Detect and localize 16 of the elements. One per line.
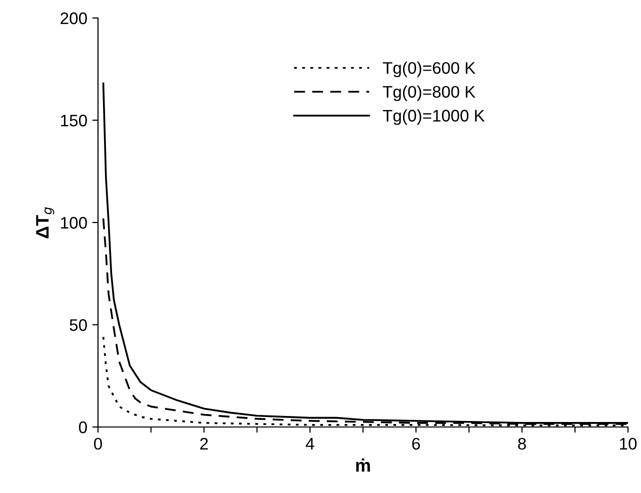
x-tick-label: 8 [518, 438, 526, 450]
x-tick-label: 4 [306, 438, 314, 450]
x-tick-label: 2 [200, 438, 208, 450]
x-tick-label: 10 [620, 438, 637, 450]
x-axis-title: ṁ [356, 458, 370, 472]
x-tick-label: 0 [94, 438, 102, 450]
x-tick-label: 6 [412, 438, 420, 450]
legend-label: Tg(0)=1000 K [382, 109, 485, 125]
y-tick-label: 50 [70, 319, 87, 331]
y-tick-label: 200 [60, 12, 87, 24]
y-tick-label: 150 [61, 114, 87, 126]
legend-label: Tg(0)=600 K [382, 62, 476, 78]
y-tick-label: 100 [61, 216, 87, 229]
y-axis-title: ΔT$_{g}$ [36, 207, 54, 238]
legend-label: Tg(0)=800 K [382, 86, 476, 102]
y-tick-label: 0 [78, 421, 87, 434]
